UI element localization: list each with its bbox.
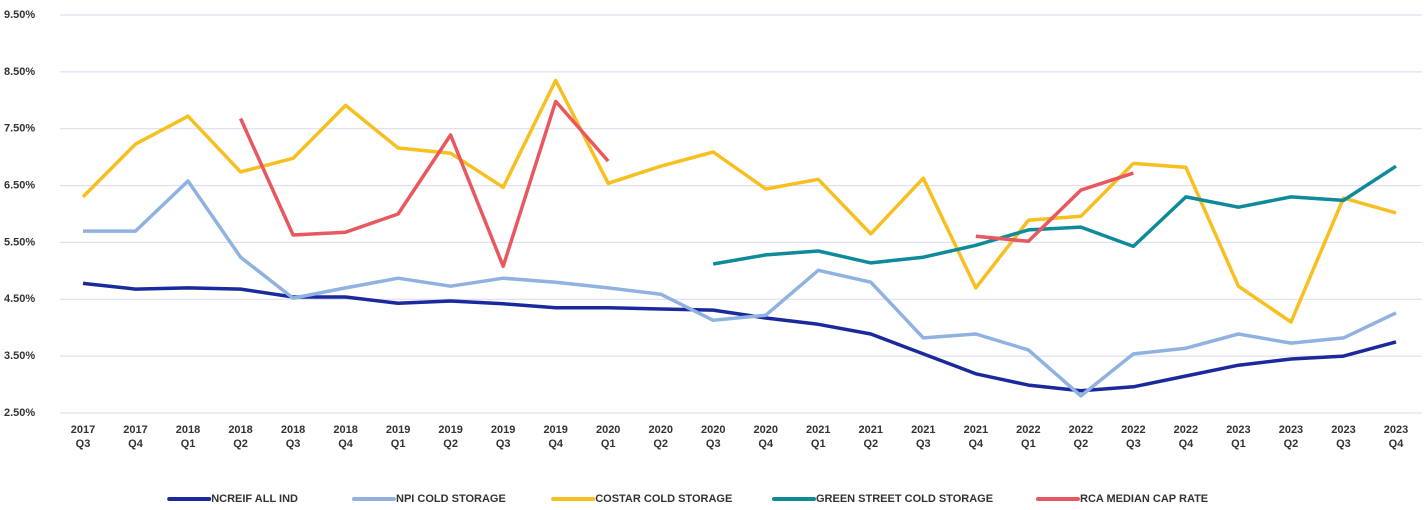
x-tick-label: 2018 <box>333 424 357 436</box>
x-tick-label: Q3 <box>916 438 931 450</box>
x-tick-label: 2019 <box>491 424 515 436</box>
y-tick-label: 7.50% <box>4 123 35 135</box>
x-tick-label: Q1 <box>601 438 616 450</box>
y-tick-label: 2.50% <box>4 407 35 419</box>
x-tick-label: 2021 <box>964 424 988 436</box>
x-tick-label: Q4 <box>338 438 354 450</box>
x-tick-label: Q2 <box>233 438 248 450</box>
y-tick-label: 9.50% <box>4 9 35 21</box>
legend-label: COSTAR COLD STORAGE <box>595 493 732 505</box>
x-tick-label: Q1 <box>811 438 826 450</box>
x-tick-label: Q2 <box>443 438 458 450</box>
legend-label: NPI COLD STORAGE <box>396 493 506 505</box>
x-tick-label: Q1 <box>1021 438 1036 450</box>
x-tick-label: Q1 <box>181 438 196 450</box>
x-tick-label: Q2 <box>1074 438 1089 450</box>
x-tick-label: 2019 <box>386 424 410 436</box>
y-tick-label: 8.50% <box>4 66 35 78</box>
x-tick-label: Q4 <box>1179 438 1195 450</box>
x-tick-label: Q2 <box>653 438 668 450</box>
x-tick-label: 2019 <box>438 424 462 436</box>
x-tick-label: 2017 <box>123 424 147 436</box>
x-tick-label: 2023 <box>1384 424 1408 436</box>
x-tick-label: Q3 <box>1126 438 1141 450</box>
legend-label: RCA MEDIAN CAP RATE <box>1080 493 1208 505</box>
series-line <box>239 99 1134 269</box>
x-tick-label: 2018 <box>176 424 200 436</box>
legend-label: GREEN STREET COLD STORAGE <box>816 493 993 505</box>
x-tick-label: Q3 <box>286 438 301 450</box>
y-tick-label: 4.50% <box>4 293 35 305</box>
x-tick-label: 2023 <box>1331 424 1355 436</box>
y-tick-label: 6.50% <box>4 179 35 191</box>
x-tick-label: 2020 <box>596 424 620 436</box>
x-tick-label: Q4 <box>548 438 564 450</box>
x-tick-label: 2021 <box>911 424 935 436</box>
x-tick-label: 2021 <box>859 424 883 436</box>
x-tick-label: 2019 <box>543 424 567 436</box>
legend-label: NCREIF ALL IND <box>211 493 298 505</box>
y-tick-label: 3.50% <box>4 350 35 362</box>
x-tick-label: Q4 <box>1389 438 1405 450</box>
x-tick-label: Q1 <box>1231 438 1246 450</box>
series-line <box>712 164 1397 266</box>
x-tick-label: 2022 <box>1016 424 1040 436</box>
x-tick-label: 2018 <box>228 424 252 436</box>
x-tick-label: Q3 <box>76 438 91 450</box>
x-tick-label: Q3 <box>706 438 721 450</box>
x-tick-label: Q4 <box>968 438 984 450</box>
x-tick-label: 2020 <box>754 424 778 436</box>
x-tick-label: 2020 <box>701 424 725 436</box>
y-tick-label: 5.50% <box>4 236 35 248</box>
series-line <box>81 78 1397 324</box>
x-tick-label: 2017 <box>71 424 95 436</box>
x-tick-label: Q2 <box>863 438 878 450</box>
x-tick-label: Q3 <box>1336 438 1351 450</box>
series-line <box>83 179 1397 398</box>
x-tick-label: 2022 <box>1069 424 1093 436</box>
x-tick-label: Q4 <box>128 438 144 450</box>
x-tick-label: Q3 <box>496 438 511 450</box>
x-tick-label: 2018 <box>281 424 305 436</box>
x-tick-label: 2022 <box>1174 424 1198 436</box>
x-tick-label: Q1 <box>391 438 406 450</box>
x-tick-label: Q2 <box>1284 438 1299 450</box>
x-tick-label: 2023 <box>1279 424 1303 436</box>
x-tick-label: Q4 <box>758 438 774 450</box>
x-tick-label: 2020 <box>648 424 672 436</box>
x-tick-label: 2021 <box>806 424 830 436</box>
x-tick-label: 2023 <box>1226 424 1250 436</box>
x-tick-label: 2022 <box>1121 424 1145 436</box>
